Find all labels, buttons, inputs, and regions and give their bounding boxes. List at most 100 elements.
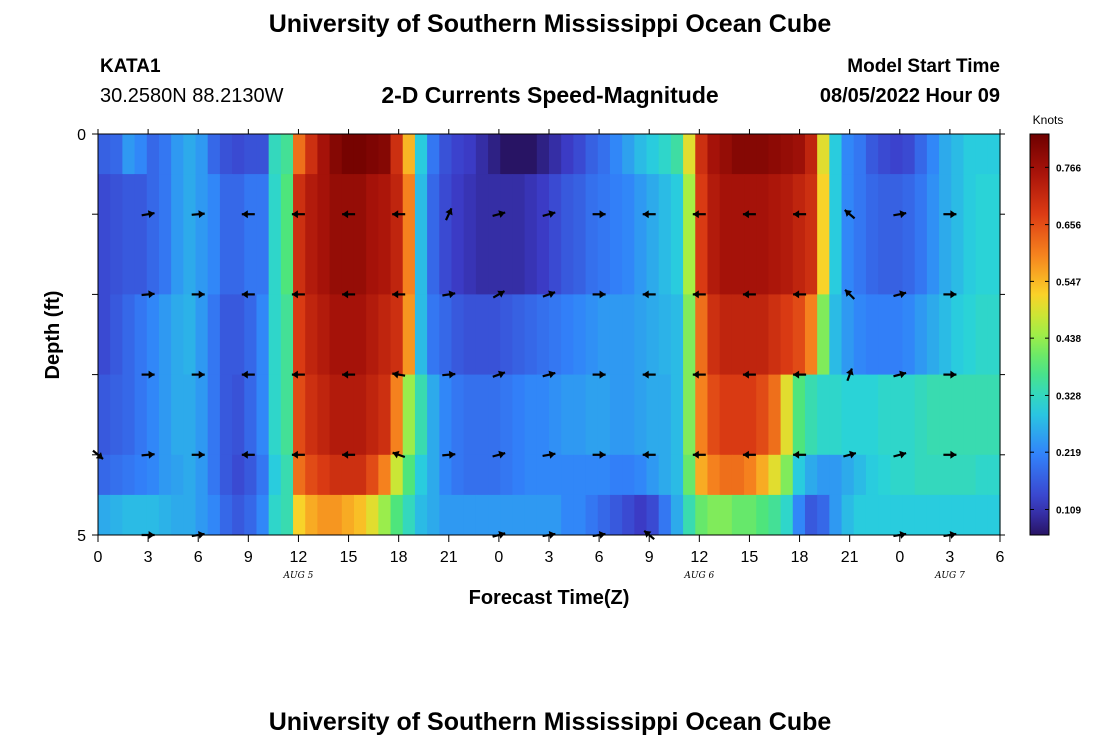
heatmap-cell <box>914 494 928 536</box>
heatmap-cell <box>341 454 355 496</box>
heatmap-cell <box>561 454 574 496</box>
heatmap-cell <box>597 294 611 376</box>
heatmap-cell <box>792 174 806 295</box>
heatmap-cell <box>902 374 916 456</box>
heatmap-cell <box>853 174 867 295</box>
current-vector-arrow <box>141 370 155 379</box>
heatmap-cell <box>427 494 440 536</box>
heatmap-cell <box>268 494 282 536</box>
x-tick-label: 3 <box>945 549 954 566</box>
heatmap-cell <box>329 174 343 295</box>
current-vector-arrow <box>291 290 305 299</box>
heatmap-cell <box>256 174 270 295</box>
heatmap-cell <box>707 374 721 456</box>
heatmap-cell <box>195 454 209 496</box>
heatmap-cell <box>402 174 416 295</box>
heatmap-cell <box>878 454 891 496</box>
current-vector-arrow <box>742 450 756 459</box>
heatmap-cell <box>987 454 1001 496</box>
heatmap-cell <box>597 494 611 536</box>
heatmap-cell <box>341 134 355 175</box>
heatmap-cell <box>256 294 270 376</box>
heatmap-cell <box>232 494 245 536</box>
heatmap-cell <box>414 294 428 376</box>
heatmap-cell <box>890 374 904 456</box>
heatmap-cell <box>183 294 197 376</box>
heatmap-cell <box>451 294 465 376</box>
current-vector-arrow <box>542 210 556 218</box>
heatmap-cell <box>329 134 343 175</box>
heatmap-cell <box>658 454 672 496</box>
heatmap-cell <box>914 374 928 456</box>
current-vector-arrow <box>843 209 856 220</box>
arrow-head <box>692 210 699 219</box>
arrow-head <box>198 290 205 299</box>
heatmap-cell <box>171 134 184 175</box>
heatmap-cell <box>841 294 855 376</box>
current-vector-arrow <box>893 210 907 219</box>
current-vector-arrow <box>442 450 456 459</box>
current-vector-arrow <box>392 210 406 219</box>
heatmap-cell <box>98 174 111 295</box>
heatmap-cell <box>488 174 501 295</box>
arrow-head <box>899 450 907 459</box>
current-vector-arrow <box>592 290 606 299</box>
heatmap-cell <box>756 174 770 295</box>
arrow-head <box>241 210 248 219</box>
heatmap-cell <box>756 294 770 376</box>
heatmap-cell <box>402 134 416 175</box>
heatmap-cell <box>305 294 319 376</box>
heatmap-cell <box>402 494 416 536</box>
heatmap-cell <box>914 294 928 376</box>
model-start-time: 08/05/2022 Hour 09 <box>819 85 1000 107</box>
arrow-head <box>793 450 800 459</box>
heatmap-cell <box>158 174 172 295</box>
heatmap-cell <box>646 294 660 376</box>
x-tick-label: 15 <box>741 549 759 566</box>
heatmap-cell <box>853 494 867 536</box>
heatmap-cell <box>512 454 526 496</box>
arrow-head <box>148 290 155 299</box>
heatmap-cell <box>146 454 160 496</box>
arrow-head <box>392 210 399 219</box>
heatmap-cell <box>219 494 233 536</box>
arrow-head <box>198 450 205 459</box>
heatmap-cell <box>585 294 599 376</box>
current-vector-arrow <box>442 290 456 299</box>
heatmap-cell <box>585 374 599 456</box>
heatmap-cell <box>622 374 635 456</box>
heatmap-cell <box>500 174 514 295</box>
arrow-head <box>291 450 298 459</box>
heatmap-cell <box>609 174 623 295</box>
current-vector-arrow <box>592 210 606 219</box>
heatmap-cell <box>98 454 111 496</box>
current-vector-arrow <box>141 210 155 219</box>
date-label: AUG 7 <box>934 571 965 581</box>
heatmap-cell <box>378 294 392 376</box>
heatmap-cell <box>171 374 184 456</box>
heatmap-cell <box>475 454 489 496</box>
heatmap-cell <box>963 494 977 536</box>
heatmap-cell <box>207 174 221 295</box>
heatmap-cell <box>293 134 306 175</box>
current-vector-arrow <box>592 450 606 459</box>
heatmap-cell <box>792 494 806 536</box>
heatmap-cell <box>878 494 891 536</box>
heatmap-cell <box>280 494 294 536</box>
arrow-head <box>642 370 649 379</box>
heatmap-cell <box>756 494 770 536</box>
heatmap-cell <box>122 174 136 295</box>
arrow-head <box>291 370 298 379</box>
current-vector-arrow <box>542 370 556 379</box>
heatmap-cell <box>707 134 721 175</box>
current-vector-arrow <box>642 210 656 219</box>
arrow-head <box>342 370 349 379</box>
heatmap-cell <box>939 294 952 376</box>
heatmap-cell <box>780 174 794 295</box>
current-vector-arrow <box>392 290 406 299</box>
heatmap-cell <box>451 174 465 295</box>
heatmap-cell <box>695 494 709 536</box>
heatmap-cell <box>122 494 136 536</box>
arrow-head <box>599 210 606 219</box>
heatmap-cell <box>634 174 648 295</box>
